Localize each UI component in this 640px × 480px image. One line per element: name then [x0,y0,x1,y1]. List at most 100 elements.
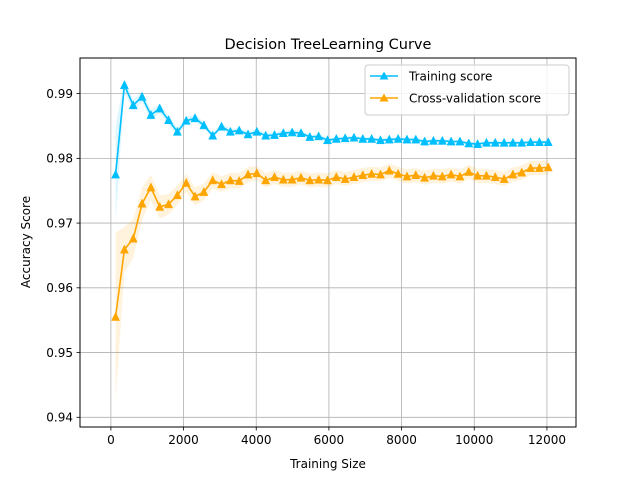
training-score-point [164,115,174,124]
cross-validation-score-point [411,170,421,180]
cross-validation-score-point [420,172,430,182]
training-score-point [455,136,465,146]
cross-validation-score-point [190,191,200,201]
y-tick-label: 0.94 [46,411,73,425]
cross-validation-score-point [358,170,368,180]
cross-validation-score-point [393,168,403,178]
training-score-point [376,135,385,145]
cross-validation-score-point [543,162,553,172]
cross-validation-score-point [473,170,483,180]
training-score-point [543,137,553,147]
y-tick-label: 0.96 [46,281,73,295]
cross-validation-score-point [296,172,306,182]
training-score-point [526,137,536,147]
training-score-point [278,128,288,137]
training-score-point [181,115,191,125]
cross-validation-score-point [464,166,474,176]
cross-validation-score-point [349,172,359,181]
chart-title: Decision TreeLearning Curve [225,37,432,53]
x-tick-label: 8000 [386,433,417,447]
training-score-point [349,132,359,142]
cross-validation-score-point [287,174,297,184]
training-score-point [234,125,244,135]
cross-validation-score-point [384,165,394,175]
y-axis-label: Accuracy Score [19,196,33,288]
cross-validation-score-point [526,162,536,172]
training-score-point [137,91,147,101]
cross-validation-score-point [314,174,324,184]
cross-validation-score-point [111,311,121,321]
cross-validation-score-point [225,175,235,185]
cross-validation-score-point [278,174,288,184]
training-score-point [172,126,182,136]
y-tick-label: 0.95 [46,346,73,360]
cross-validation-score-point [146,182,156,192]
cross-validation-score-point [331,172,341,181]
std-bands [115,78,549,402]
cross-validation-score-point [428,170,438,180]
training-score-point [331,133,341,143]
cross-validation-score-point [402,171,412,181]
cross-validation-score-point [172,190,182,200]
x-tick-label: 6000 [314,433,345,447]
training-score-point [314,131,324,141]
x-tick-label: 2000 [168,433,199,447]
training-score-point [473,139,483,148]
x-tick-label: 10000 [455,433,493,447]
training-score-point [464,138,474,148]
training-score-point [508,137,518,147]
cross-validation-score-point [252,168,262,178]
plot-area-frame [79,57,577,428]
training-score-point [534,137,544,147]
training-score-point [437,135,447,145]
cross-validation-score-point [534,162,544,172]
cross-validation-score-point [128,233,138,243]
x-axis-ticks: 0 2000 4000 6000 8000 10000 12000 [107,427,566,447]
cross-validation-score-point [340,173,350,183]
cross-validation-score-point [437,171,447,181]
x-tick-label: 0 [107,433,115,447]
x-tick-label: 4000 [241,433,272,447]
training-score-point [384,134,394,144]
cross-validation-score-std-band [115,160,549,402]
cross-validation-score-point [208,175,218,185]
training-score-point [111,169,121,179]
y-tick-label: 0.99 [46,87,73,101]
x-axis-label: Training Size [289,457,366,471]
legend-marker-training [379,71,389,80]
cross-validation-score-point [490,172,500,181]
training-score-point [499,137,509,147]
training-score-point [128,100,138,110]
training-score-point [146,109,156,119]
cross-validation-score-point [455,171,465,181]
training-score-point [287,127,297,137]
training-score-point [420,136,430,146]
cross-validation-score-point [137,198,147,208]
training-score-point [155,103,165,113]
cross-validation-score-point [481,170,491,180]
training-score-point [217,121,226,131]
cross-validation-score-point [270,172,279,181]
x-tick-label: 12000 [528,433,566,447]
cross-validation-score-point [261,175,271,185]
training-score-point [199,120,209,130]
training-score-point [190,113,200,123]
training-score-point [270,129,279,139]
cross-validation-score-point [499,173,509,183]
training-score-point [208,130,218,140]
training-score-point [243,129,253,139]
training-score-point [225,126,235,136]
training-score-point [428,135,438,145]
cross-validation-score-point [305,175,315,185]
training-score-point [119,80,129,90]
legend-box [364,64,570,116]
cross-validation-score-point [517,167,527,177]
cross-validation-score-point [376,169,385,179]
training-score-point [252,126,262,136]
grid-lines [80,58,576,427]
training-score-point [367,133,377,143]
cross-validation-score-point [367,168,377,178]
training-score-point [446,136,456,146]
cross-validation-score-point [181,177,191,187]
